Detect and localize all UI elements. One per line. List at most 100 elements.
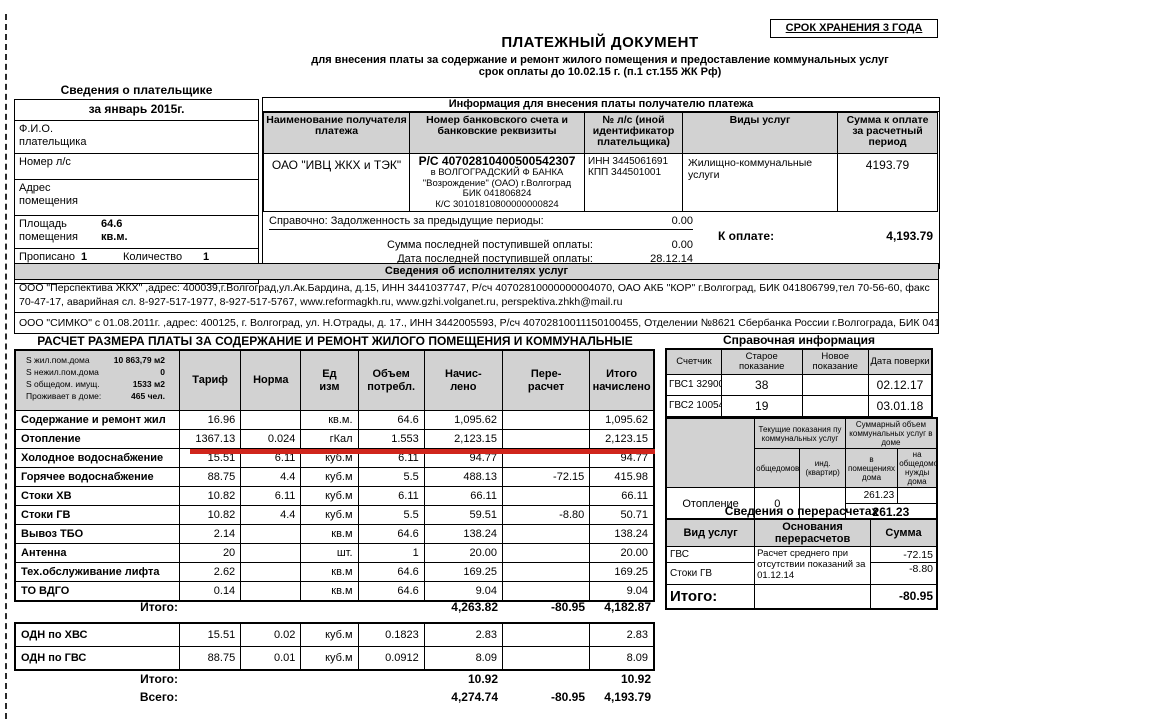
volumes-sub-common: общедомов bbox=[754, 448, 801, 488]
total: 66.11 bbox=[589, 486, 655, 506]
debt-value: 0.00 bbox=[671, 215, 693, 227]
calc-table: S жил.пом.дома 10 863,79 м2 S нежил.пом.д… bbox=[14, 349, 655, 602]
meter-row: ГВС1 329008 38 02.12.17 bbox=[665, 374, 933, 396]
service-name: Вывоз ТБО bbox=[14, 524, 180, 544]
payer-account-row: Номер л/с bbox=[15, 154, 258, 180]
volumes-needs-value bbox=[897, 487, 938, 504]
volume: 6.11 bbox=[357, 486, 425, 506]
recalcs-col-service: Вид услуг bbox=[665, 518, 756, 547]
last-payment-date-row: Дата последней поступившей оплаты: 28.12… bbox=[269, 253, 693, 265]
recalc bbox=[501, 524, 591, 544]
volume: 64.6 bbox=[357, 562, 425, 582]
registered-label: Прописано bbox=[19, 251, 76, 263]
tariff: 10.82 bbox=[178, 505, 242, 525]
odn-subtotal-accrued: 10.92 bbox=[467, 672, 498, 686]
norm bbox=[240, 410, 302, 430]
recipient-name: ОАО "ИВЦ ЖКХ и ТЭК" bbox=[263, 153, 410, 212]
payer-section: Сведения о плательщике за январь 2015г. … bbox=[14, 83, 259, 284]
recalc bbox=[501, 646, 591, 671]
meter-check-date: 03.01.18 bbox=[868, 395, 933, 418]
recipient-inn: ИНН 3445061691 bbox=[588, 156, 669, 167]
grand-total-accrued: 4,274.74 bbox=[451, 690, 498, 704]
accrued: 488.13 bbox=[423, 467, 503, 487]
accrued: 9.04 bbox=[423, 581, 503, 602]
total: 20.00 bbox=[589, 543, 655, 563]
retention-period-box: СРОК ХРАНЕНИЯ 3 ГОДА bbox=[770, 19, 938, 38]
recipient-amount: 4193.79 bbox=[837, 153, 938, 212]
unit: куб.м bbox=[300, 486, 359, 506]
reference-heading: Справочная информация bbox=[722, 333, 875, 347]
providers-section: Сведения об исполнителях услуг ООО "Перс… bbox=[14, 263, 939, 334]
total: 1,095.62 bbox=[589, 410, 655, 430]
recipient-col-account: Номер банковского счета и банковские рек… bbox=[409, 112, 585, 154]
volume: 64.6 bbox=[357, 581, 425, 602]
norm: 0.024 bbox=[240, 429, 302, 449]
volumes-service-name: Отопление bbox=[665, 487, 756, 521]
accrued: 2.83 bbox=[423, 622, 503, 647]
volumes-group-sum: Суммарный объем коммунальных услуг в дом… bbox=[844, 417, 938, 449]
volume: 64.6 bbox=[357, 524, 425, 544]
col-volume: Объем потребл. bbox=[357, 349, 425, 411]
recipient-corr-account: К/С 30101810800000000824 bbox=[435, 198, 559, 210]
grand-total-recalc: -80.95 bbox=[550, 690, 585, 704]
recalc-service: ГВС bbox=[665, 546, 756, 563]
payer-area-unit: кв.м. bbox=[101, 231, 128, 243]
payer-area-label: Площадь помещения bbox=[19, 218, 78, 243]
subtotal-total: 4,182.87 bbox=[604, 600, 651, 614]
recalcs-heading: Сведения о перерасчетах bbox=[724, 504, 879, 518]
service-name: Холодное водоснабжение bbox=[14, 448, 180, 468]
total: 2.83 bbox=[589, 622, 655, 647]
tariff: 2.14 bbox=[178, 524, 242, 544]
volumes-group-current: Текущие показания пу коммунальных услуг bbox=[754, 417, 846, 449]
recipient-footer: Справочно: Задолженность за предыдущие п… bbox=[263, 212, 939, 268]
total: 138.24 bbox=[589, 524, 655, 544]
recalcs-col-amount: Сумма bbox=[869, 518, 938, 547]
accrued: 20.00 bbox=[423, 543, 503, 563]
recalc bbox=[501, 543, 591, 563]
recalc bbox=[501, 562, 591, 582]
accrued: 169.25 bbox=[423, 562, 503, 582]
odn-subtotal-label: Итого: bbox=[140, 672, 178, 686]
total: 2,123.15 bbox=[589, 429, 655, 449]
grand-total-label: Всего: bbox=[139, 690, 178, 704]
recalc bbox=[501, 429, 591, 449]
norm bbox=[240, 524, 302, 544]
service-row: ТО ВДГО 0.14 кв.м 64.6 9.04 9.04 bbox=[14, 581, 655, 602]
recalc bbox=[501, 622, 591, 647]
recipient-info-section: Информация для внесения платы получателю… bbox=[262, 97, 940, 269]
recipient-bik: БИК 041806824 bbox=[462, 188, 532, 199]
payer-area-value-block: 64.6 кв.м. bbox=[101, 218, 128, 246]
recalcs-total-label: Итого: bbox=[665, 584, 756, 609]
total: 169.25 bbox=[589, 562, 655, 582]
service-name: Горячее водоснабжение bbox=[14, 467, 180, 487]
providers-heading: Сведения об исполнителях услуг bbox=[14, 263, 939, 280]
house-info-label: S жил.пом.дома bbox=[26, 355, 90, 365]
last-payment-sum-label: Сумма последней поступившей оплаты: bbox=[387, 239, 593, 251]
col-norm: Норма bbox=[240, 349, 302, 411]
house-info-label: S нежил.пом.дома bbox=[26, 367, 99, 377]
accrued: 1,095.62 bbox=[423, 410, 503, 430]
recipient-kpp: КПП 344501001 bbox=[588, 167, 662, 178]
subtotal-recalc: -80.95 bbox=[550, 600, 585, 614]
recalc: -8.80 bbox=[501, 505, 591, 525]
meters-table: Счетчик Старое показание Новое показание… bbox=[665, 348, 933, 418]
payer-area-value: 64.6 bbox=[101, 218, 123, 230]
payment-deadline: срок оплаты до 10.02.15 г. (п.1 ст.155 Ж… bbox=[478, 66, 722, 78]
recipient-col-ls: № л/с (иной идентификатор плательщика) bbox=[584, 112, 683, 154]
recipient-col-amount: Сумма к оплате за расчетный период bbox=[837, 112, 938, 154]
recalc-reason: Расчет среднего при отсутствии показаний… bbox=[754, 546, 871, 585]
house-info-value: 465 чел. bbox=[131, 391, 165, 401]
highlight-underline-annotation bbox=[190, 449, 655, 454]
provider-row-1: ООО "Перспектива ЖКХ" ,адрес: 400039,г.В… bbox=[15, 280, 938, 313]
service-name: ОДН по ХВС bbox=[14, 622, 180, 647]
recalc: -72.15 bbox=[501, 467, 591, 487]
unit: кв.м bbox=[300, 581, 359, 602]
norm: 4.4 bbox=[240, 467, 302, 487]
recipient-table: Наименование получателя платежа Номер ба… bbox=[263, 112, 938, 212]
tariff: 20 bbox=[178, 543, 242, 563]
unit: куб.м bbox=[300, 646, 359, 671]
recipient-bank-line2: "Возрождение" (ОАО) г.Волгоград bbox=[422, 177, 572, 189]
recalc-amount: -72.15 bbox=[869, 546, 938, 563]
recipient-services: Жилищно-коммунальные услуги bbox=[682, 153, 838, 212]
